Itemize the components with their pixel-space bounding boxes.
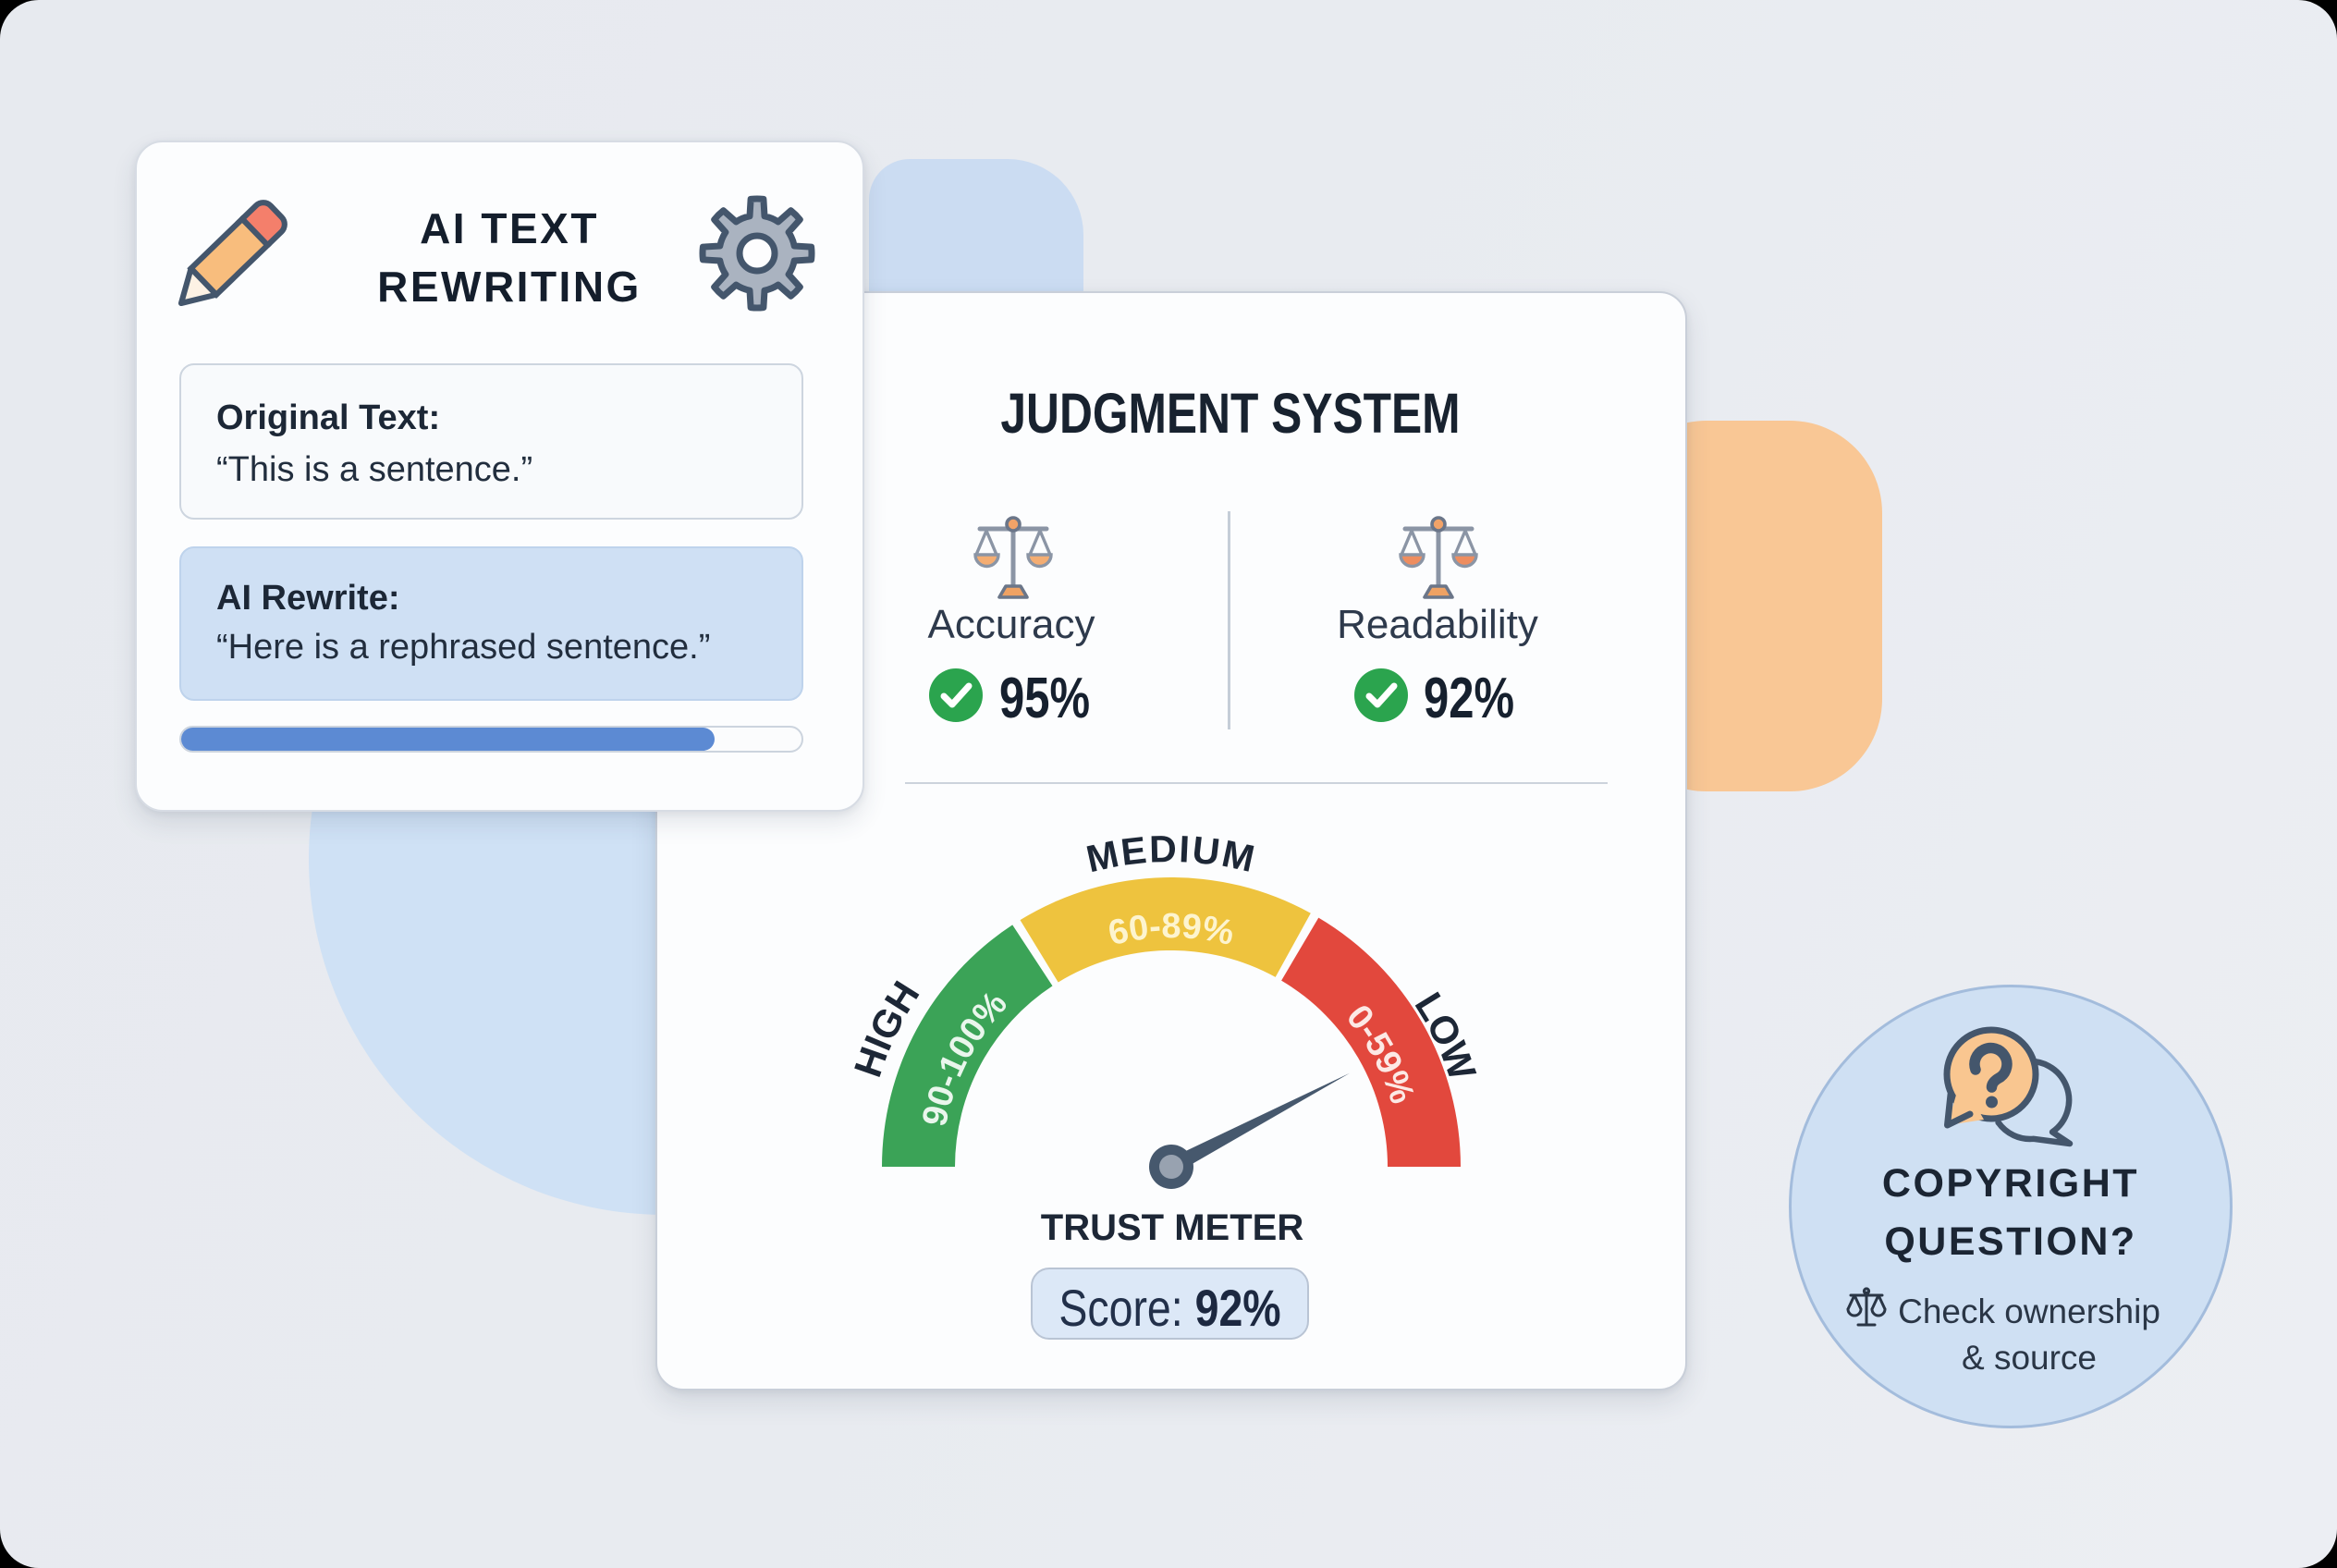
svg-text:MEDIUM: MEDIUM: [1083, 827, 1260, 881]
